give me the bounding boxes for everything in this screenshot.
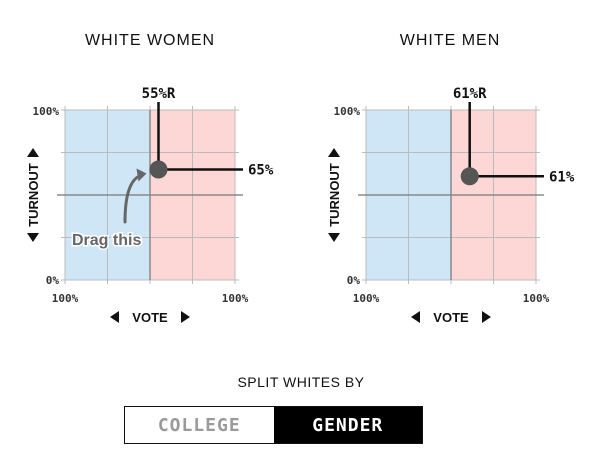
y-tick-top: 100% — [334, 105, 361, 118]
y-axis-label: TURNOUT — [26, 163, 41, 227]
split-toggle[interactable]: COLLEGE GENDER — [124, 406, 423, 444]
y-tick-top: 100% — [33, 105, 60, 118]
vote-share-label: 55%R — [142, 86, 176, 102]
x-tick-right: 100% — [222, 292, 249, 305]
x-tick-left: 100% — [353, 292, 380, 305]
arrow-down-icon — [27, 233, 39, 242]
x-tick-right: 100% — [523, 292, 550, 305]
x-tick-left: 100% — [52, 292, 79, 305]
arrow-right-icon — [482, 311, 491, 323]
arrow-up-icon — [27, 148, 39, 157]
y-tick-bottom: 0% — [46, 274, 60, 287]
x-axis-label: VOTE — [132, 310, 168, 325]
arrow-right-icon — [181, 311, 190, 323]
y-tick-bottom: 0% — [347, 274, 361, 287]
drag-handle[interactable] — [461, 167, 479, 185]
arrow-left-icon — [110, 311, 119, 323]
arrow-down-icon — [328, 233, 340, 242]
turnout-label: 61% — [549, 169, 575, 185]
gender-option[interactable]: GENDER — [274, 407, 423, 443]
x-axis-label: VOTE — [433, 310, 469, 325]
split-label: SPLIT WHITES BY — [0, 374, 602, 390]
arrow-left-icon — [411, 311, 420, 323]
vote-share-label: 61%R — [453, 86, 487, 102]
drag-handle[interactable] — [150, 161, 168, 179]
arrow-up-icon — [328, 148, 340, 157]
college-option[interactable]: COLLEGE — [125, 407, 274, 443]
turnout-label: 65% — [248, 163, 274, 179]
y-axis-label: TURNOUT — [327, 163, 342, 227]
drag-hint: Drag this — [72, 232, 141, 249]
